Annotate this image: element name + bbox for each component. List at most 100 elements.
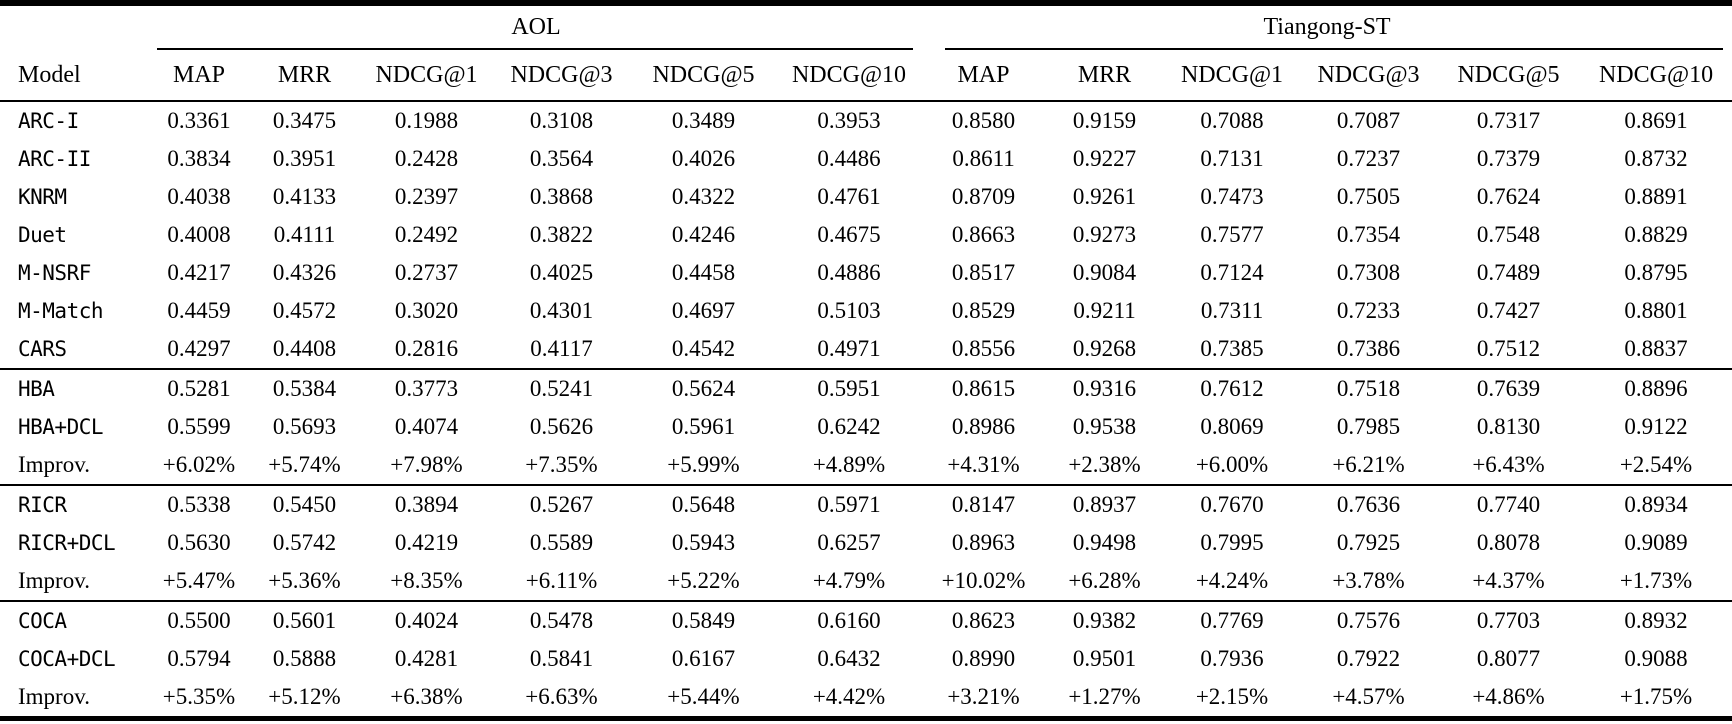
metric-value: 0.7639 [1476, 376, 1541, 401]
metric-value: 0.4458 [671, 260, 736, 285]
metric-value: 0.1988 [394, 108, 459, 133]
metric-value: 0.6242 [817, 414, 881, 439]
metric-value: 0.5630 [167, 530, 231, 555]
metric-value: 0.8147 [951, 492, 1016, 517]
metric-value: 0.7995 [1200, 530, 1264, 555]
metric-value: 0.2428 [394, 146, 459, 171]
metric-value: 0.4697 [671, 298, 736, 323]
table-row: Duet 0.4008 0.4111 0.2492 0.3822 0.4246 0.4675… [0, 216, 1732, 254]
cmidrule-tiangong [945, 48, 1724, 50]
metric-value: +2.38% [1068, 452, 1141, 477]
group-header-tiangong: Tiangong-ST [1263, 13, 1391, 40]
metric-value: 0.4761 [817, 184, 881, 209]
metric-value: 0.9088 [1624, 646, 1688, 671]
metric-value: 0.8623 [951, 608, 1016, 633]
metric-value: 0.8077 [1476, 646, 1541, 671]
table-row: M-Match 0.4459 0.4572 0.3020 0.4301 0.4697 0.5… [0, 292, 1732, 330]
table-row: KNRM 0.4038 0.4133 0.2397 0.3868 0.4322 0.4761… [0, 178, 1732, 216]
metric-value: 0.7740 [1476, 492, 1541, 517]
metric-value: 0.4219 [394, 530, 459, 555]
metric-value: 0.5478 [529, 608, 594, 633]
table-row: HBA 0.5281 0.5384 0.3773 0.5241 0.5624 0.5951 0… [0, 369, 1732, 408]
model-name: ARC-II [18, 147, 91, 171]
metric-value: +4.37% [1472, 568, 1545, 593]
metric-value: 0.6432 [817, 646, 881, 671]
metric-value: 0.4322 [671, 184, 736, 209]
metric-value: +6.43% [1472, 452, 1545, 477]
metric-value: 0.4675 [817, 222, 881, 247]
metric-value: 0.8732 [1624, 146, 1688, 171]
model-name: CARS [18, 337, 67, 361]
cmidrule-aol-cell [150, 48, 922, 50]
metric-value: 0.8986 [951, 414, 1016, 439]
metric-value: 0.5281 [167, 376, 231, 401]
metric-value: +5.12% [268, 684, 341, 709]
metric-value: 0.8580 [951, 108, 1016, 133]
metric-value: 0.5267 [529, 492, 594, 517]
metric-value: 0.9261 [1072, 184, 1137, 209]
metric-value: 0.4459 [167, 298, 231, 323]
metric-value: 0.5500 [167, 608, 231, 633]
metric-value: 0.5841 [529, 646, 594, 671]
metric-value: 0.8896 [1624, 376, 1688, 401]
table-row: ARC-I 0.3361 0.3475 0.1988 0.3108 0.3489 0.395… [0, 101, 1732, 140]
metric-value: 0.7936 [1200, 646, 1264, 671]
metric-value: 0.3822 [529, 222, 594, 247]
metric-value: 0.9089 [1624, 530, 1688, 555]
model-name: M-NSRF [18, 261, 91, 285]
metric-value: 0.7985 [1336, 414, 1401, 439]
metric-value: +4.86% [1472, 684, 1545, 709]
metric-value: +5.99% [667, 452, 740, 477]
metric-value: +5.36% [268, 568, 341, 593]
model-name: ARC-I [18, 109, 79, 133]
metric-value: +6.28% [1068, 568, 1141, 593]
metric-value: 0.5241 [529, 376, 594, 401]
metric-value: 0.8709 [951, 184, 1016, 209]
metric-value: +3.21% [947, 684, 1020, 709]
metric-value: +7.98% [390, 452, 463, 477]
metric-value: 0.9501 [1072, 646, 1137, 671]
metric-value: 0.8556 [951, 336, 1016, 361]
metric-value: 0.8611 [952, 146, 1015, 171]
metric-value: 0.7088 [1200, 108, 1264, 133]
metric-value: 0.7670 [1200, 492, 1264, 517]
table-section-coca: COCA 0.5500 0.5601 0.4024 0.5478 0.5849 0.6160… [0, 601, 1732, 719]
metric-value: 0.9538 [1072, 414, 1137, 439]
cmidrule-row [0, 48, 1732, 50]
metric-value: 0.4074 [394, 414, 459, 439]
metric-value: 0.6160 [817, 608, 881, 633]
metric-value: +8.35% [390, 568, 463, 593]
table-section-ricr: RICR 0.5338 0.5450 0.3894 0.5267 0.5648 0.5971… [0, 485, 1732, 601]
metric-value: 0.4486 [817, 146, 881, 171]
metric-value: 0.9268 [1072, 336, 1137, 361]
model-name: HBA [18, 377, 55, 401]
dataset-group-row: AOL Tiangong-ST [0, 3, 1732, 48]
metric-value: 0.7548 [1476, 222, 1541, 247]
table-row: RICR 0.5338 0.5450 0.3894 0.5267 0.5648 0.5971… [0, 485, 1732, 524]
metric-value: 0.8934 [1624, 492, 1688, 517]
metric-value: 0.7473 [1200, 184, 1264, 209]
metric-value: 0.8937 [1072, 492, 1137, 517]
model-name: M-Match [18, 299, 104, 323]
column-header-ts-ndcg5: NDCG@5 [1457, 61, 1560, 88]
metric-value: 0.7427 [1476, 298, 1541, 323]
metric-value: 0.8663 [951, 222, 1016, 247]
metric-value: 0.5742 [272, 530, 337, 555]
metric-value: 0.4217 [167, 260, 231, 285]
metric-value: 0.5624 [671, 376, 736, 401]
table-row: RICR+DCL 0.5630 0.5742 0.4219 0.5589 0.5943 0.… [0, 524, 1732, 562]
metric-value: 0.7087 [1336, 108, 1401, 133]
metric-value: 0.7386 [1336, 336, 1401, 361]
metric-value: 0.7317 [1476, 108, 1541, 133]
model-name: Duet [18, 223, 67, 247]
metric-value: 0.5951 [817, 376, 881, 401]
metric-value: 0.5648 [671, 492, 736, 517]
metric-value: 0.4886 [817, 260, 881, 285]
metric-value: 0.4408 [272, 336, 337, 361]
table-section-hba: HBA 0.5281 0.5384 0.3773 0.5241 0.5624 0.5951 0… [0, 369, 1732, 485]
metric-value: +5.35% [162, 684, 236, 709]
metric-value: 0.5888 [272, 646, 337, 671]
metric-value: 0.7576 [1336, 608, 1401, 633]
